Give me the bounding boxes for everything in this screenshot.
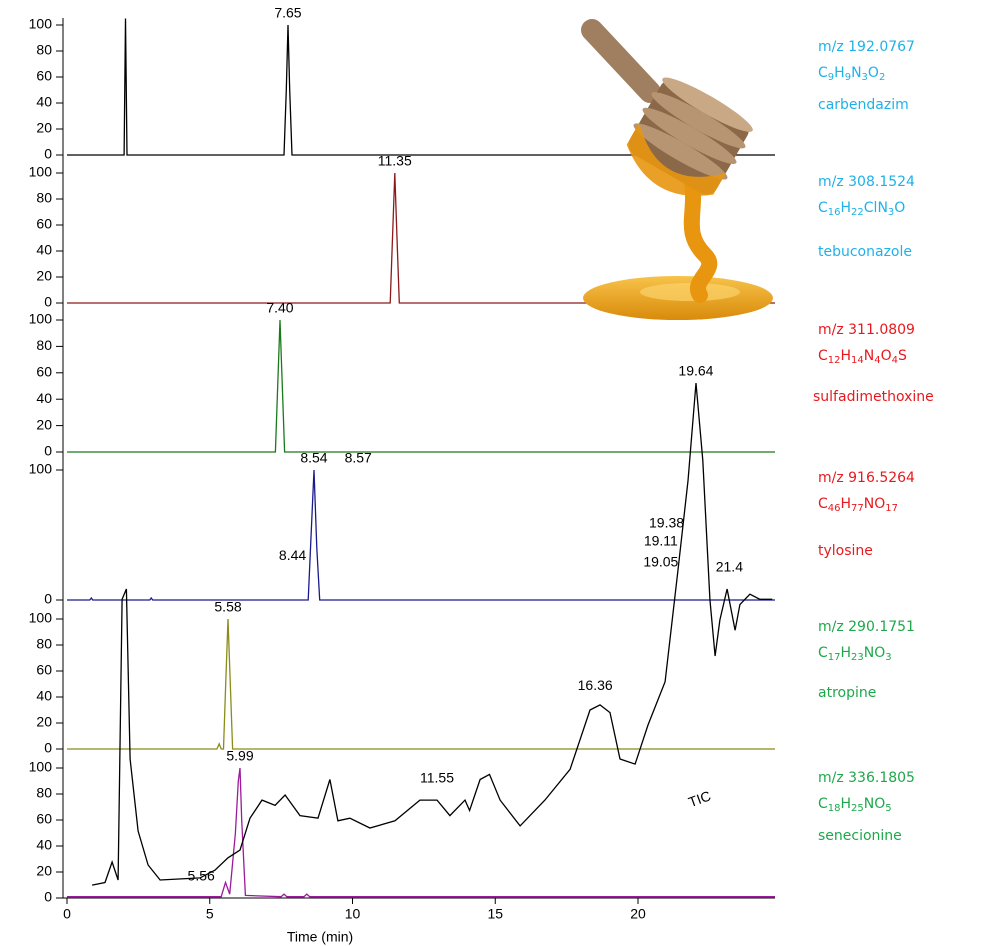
y-tick-label: 20 xyxy=(36,863,52,879)
y-tick-label: 100 xyxy=(29,461,53,477)
peak-label: 5.56 xyxy=(188,867,215,883)
trace xyxy=(67,768,775,897)
y-tick-label: 20 xyxy=(36,714,52,730)
peak-label: 16.36 xyxy=(578,677,613,693)
y-tick-label: 80 xyxy=(36,337,52,353)
mz-label: m/z 916.5264 xyxy=(818,470,915,486)
peak-label: 19.64 xyxy=(678,363,713,379)
y-tick-label: 60 xyxy=(36,662,52,678)
y-tick-label: 40 xyxy=(36,94,52,110)
compound-name: sulfadimethoxine xyxy=(813,389,934,405)
y-tick-label: 40 xyxy=(36,688,52,704)
peak-label: 8.57 xyxy=(345,450,372,466)
mz-label: m/z 290.1751 xyxy=(818,619,915,635)
trace xyxy=(67,619,775,749)
peak-label: 5.99 xyxy=(226,748,253,764)
chart: 0204060801007.6502040608010011.350204060… xyxy=(0,0,1007,946)
peak-label: 7.65 xyxy=(274,5,301,21)
y-tick-label: 80 xyxy=(36,785,52,801)
x-tick-label: 15 xyxy=(487,906,503,922)
y-tick-label: 80 xyxy=(36,636,52,652)
y-tick-label: 20 xyxy=(36,120,52,136)
page: {"chart_data": [ {"type": "line", "x": [… xyxy=(0,0,1007,946)
y-tick-label: 100 xyxy=(29,16,53,32)
x-tick-label: 10 xyxy=(345,906,361,922)
y-tick-label: 0 xyxy=(44,443,52,459)
compound-name: carbendazim xyxy=(818,97,909,113)
y-tick-label: 80 xyxy=(36,42,52,58)
formula: C9H9N3O2 xyxy=(818,65,885,83)
x-tick-label: 5 xyxy=(206,906,214,922)
mz-label: m/z 336.1805 xyxy=(818,770,915,786)
peak-label: 11.55 xyxy=(420,770,454,786)
y-tick-label: 100 xyxy=(29,164,53,180)
y-tick-label: 100 xyxy=(29,311,53,327)
y-tick-label: 40 xyxy=(36,390,52,406)
formula: C12H14N4O4S xyxy=(818,348,907,366)
x-tick-label: 20 xyxy=(630,906,646,922)
formula: C16H22ClN3O xyxy=(818,200,905,218)
peak-label: 8.54 xyxy=(300,450,327,466)
y-tick-label: 0 xyxy=(44,591,52,607)
y-tick-label: 60 xyxy=(36,216,52,232)
peak-label: 11.35 xyxy=(378,153,412,169)
y-tick-label: 20 xyxy=(36,268,52,284)
peak-label: 5.58 xyxy=(214,599,241,615)
y-tick-label: 20 xyxy=(36,416,52,432)
y-tick-label: 100 xyxy=(29,759,53,775)
y-tick-label: 40 xyxy=(36,242,52,258)
y-tick-label: 0 xyxy=(44,740,52,756)
x-tick-label: 0 xyxy=(63,906,71,922)
y-tick-label: 60 xyxy=(36,68,52,84)
peak-label: 7.40 xyxy=(266,300,293,316)
peak-label: 19.05 xyxy=(643,553,678,569)
formula: C18H25NO5 xyxy=(818,796,892,814)
peak-label: 21.4 xyxy=(716,558,743,574)
compound-name: atropine xyxy=(818,685,876,701)
compound-labels: m/z 192.0767 C9H9N3O2 carbendazim m/z 308.1… xyxy=(813,39,934,844)
x-axis-title: Time (min) xyxy=(287,929,353,945)
mz-label: m/z 311.0809 xyxy=(818,322,915,338)
trace xyxy=(67,320,775,452)
compound-name: senecionine xyxy=(818,828,902,844)
formula: C46H77NO17 xyxy=(818,496,898,514)
formula: C17H23NO3 xyxy=(818,645,892,663)
trace-title: TIC xyxy=(686,787,713,810)
peak-label: 8.44 xyxy=(279,547,306,563)
y-tick-label: 60 xyxy=(36,811,52,827)
y-tick-label: 60 xyxy=(36,364,52,380)
mz-label: m/z 192.0767 xyxy=(818,39,915,55)
peak-label: 19.38 xyxy=(649,515,684,531)
compound-name: tebuconazole xyxy=(818,244,912,260)
y-tick-label: 0 xyxy=(44,146,52,162)
y-tick-label: 80 xyxy=(36,190,52,206)
honey-illustration xyxy=(583,30,773,320)
compound-name: tylosine xyxy=(818,543,873,559)
y-tick-label: 100 xyxy=(29,610,53,626)
peak-label: 19.11 xyxy=(644,533,678,549)
mz-label: m/z 308.1524 xyxy=(818,174,915,190)
y-tick-label: 0 xyxy=(44,294,52,310)
y-tick-label: 0 xyxy=(44,889,52,905)
trace xyxy=(92,383,772,885)
y-tick-label: 40 xyxy=(36,837,52,853)
